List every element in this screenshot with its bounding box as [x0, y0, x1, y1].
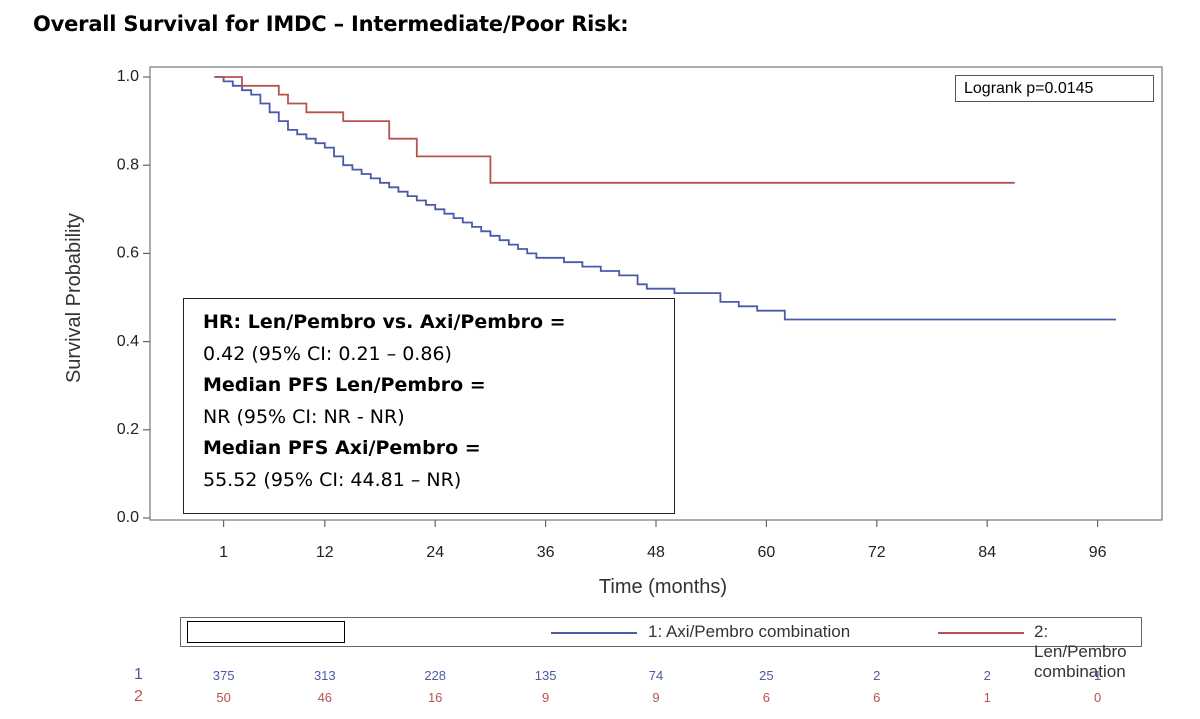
legend: 1: Axi/Pembro combination 2: Len/Pembro … [180, 617, 1142, 681]
risk-count: 50 [216, 690, 231, 705]
x-tick-label: 12 [316, 544, 334, 561]
risk-count: 375 [212, 668, 235, 683]
risk-count: 1 [1093, 668, 1102, 683]
y-axis-label: Survival Probability [63, 213, 85, 383]
risk-count: 2 [873, 668, 881, 683]
series-line-len-pembro [214, 76, 1015, 184]
legend-line-axi [551, 632, 637, 634]
legend-empty-box [187, 621, 345, 643]
legend-label-len: 2: Len/Pembro combination [1034, 622, 1127, 681]
risk-row-1: 375 313 228 135 74 25 2 2 1 [0, 668, 1200, 684]
chart-title: Overall Survival for IMDC – Intermediate… [33, 12, 629, 36]
x-tick-label: 84 [978, 544, 996, 561]
risk-count: 9 [541, 690, 550, 705]
risk-count: 1 [983, 690, 991, 705]
risk-row-id-2: 2 [134, 688, 143, 705]
x-tick-label: 60 [758, 544, 776, 561]
risk-count: 25 [759, 668, 774, 683]
y-tick-label: 1.0 [117, 68, 139, 85]
risk-count: 74 [648, 668, 664, 683]
hazard-ratio-box: HR: Len/Pembro vs. Axi/Pembro = 0.42 (95… [183, 298, 675, 514]
risk-count: 16 [427, 690, 443, 705]
risk-count: 46 [317, 690, 333, 705]
hr-line-4: NR (95% CI: NR - NR) [203, 405, 405, 428]
risk-count: 2 [983, 668, 991, 683]
x-tick-label: 96 [1089, 544, 1107, 561]
hr-line-3: Median PFS Len/Pembro = [203, 374, 486, 396]
risk-count: 0 [1093, 690, 1102, 705]
risk-count: 313 [313, 668, 336, 683]
logrank-pvalue-box: Logrank p=0.0145 [955, 75, 1154, 102]
hr-line-6: 55.52 (95% CI: 44.81 – NR) [203, 468, 462, 491]
risk-count: 9 [652, 690, 660, 705]
x-tick-label: 1 [219, 544, 228, 561]
hr-line-5: Median PFS Axi/Pembro = [203, 437, 481, 459]
risk-count: 6 [873, 690, 881, 705]
risk-count: 6 [762, 690, 771, 705]
x-tick-label: 36 [537, 544, 555, 561]
y-tick-label: 0.2 [117, 421, 139, 438]
y-tick-label: 0.4 [117, 333, 139, 350]
risk-row-id-1: 1 [134, 666, 143, 683]
hr-line-1: HR: Len/Pembro vs. Axi/Pembro = [203, 311, 566, 333]
legend-label-axi: 1: Axi/Pembro combination [648, 622, 851, 641]
y-tick-label: 0.8 [117, 156, 139, 173]
y-tick-label: 0.6 [117, 245, 139, 262]
x-tick-label: 24 [426, 544, 444, 561]
risk-count: 228 [424, 668, 447, 683]
risk-count: 135 [534, 668, 557, 683]
x-tick-label: 72 [868, 544, 886, 561]
risk-row-2: 50 46 16 9 9 6 6 1 0 [0, 690, 1200, 706]
series-line-axi-pembro [214, 76, 1116, 321]
hr-line-2: 0.42 (95% CI: 0.21 – 0.86) [203, 342, 452, 365]
legend-line-len [938, 632, 1024, 634]
x-tick-label: 48 [647, 544, 665, 561]
x-axis-label: Time (months) [599, 576, 727, 598]
y-tick-label: 0.0 [117, 509, 139, 526]
